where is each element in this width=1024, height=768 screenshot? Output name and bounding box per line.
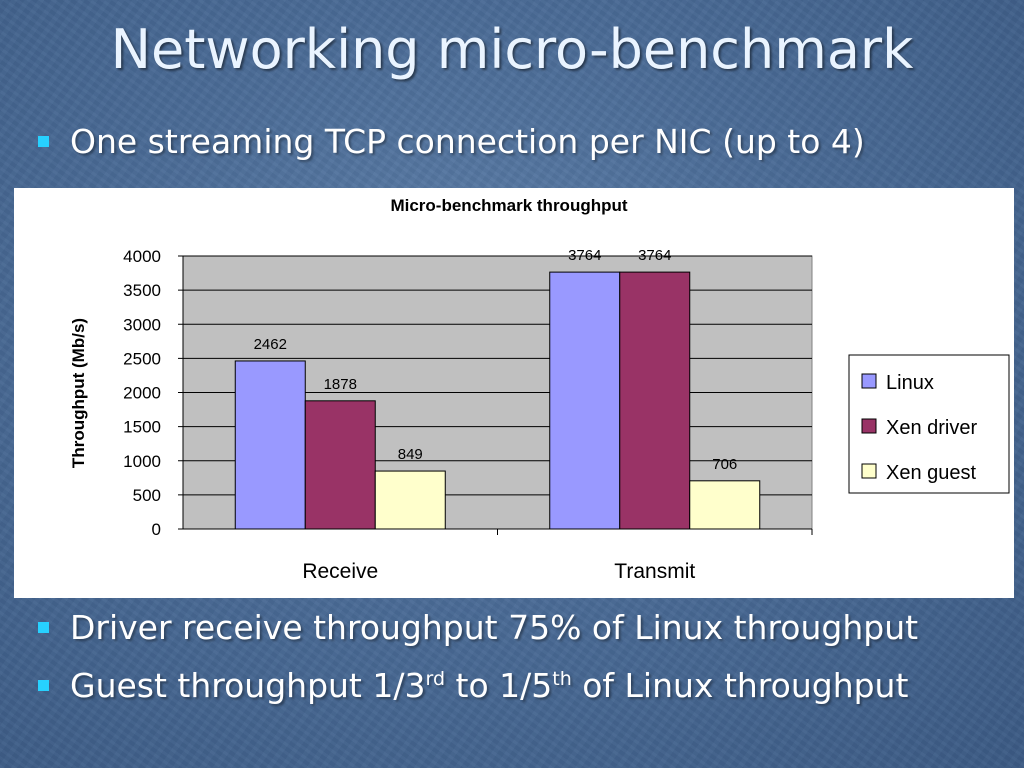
bullet-square-icon xyxy=(38,680,49,691)
y-axis-label: Throughput (Mb/s) xyxy=(69,318,88,468)
bullet-item: Driver receive throughput 75% of Linux t… xyxy=(38,608,918,647)
legend-swatch xyxy=(861,373,877,389)
bullet-text-part: of Linux throughput xyxy=(571,666,909,705)
bullet-square-icon xyxy=(38,136,49,147)
bullet-text-part: to 1/5 xyxy=(445,666,553,705)
bar xyxy=(234,360,306,530)
bar xyxy=(619,271,691,530)
y-tick-label: 0 xyxy=(152,520,161,539)
bullet-text: Guest throughput 1/3rd to 1/5th of Linux… xyxy=(70,666,908,705)
legend-label: Linux xyxy=(886,372,934,394)
bullet-text: Driver receive throughput 75% of Linux t… xyxy=(70,608,919,647)
y-tick-label: 1500 xyxy=(123,418,161,437)
slide-title: Networking micro-benchmark xyxy=(110,18,914,81)
superscript-th: th xyxy=(552,668,572,690)
bullet-square-icon xyxy=(38,622,49,633)
superscript-rd: rd xyxy=(425,668,446,690)
bar xyxy=(304,400,376,530)
x-tick-label: Transmit xyxy=(614,560,695,583)
legend-label: Xen driver xyxy=(886,417,977,439)
bar xyxy=(689,480,761,530)
legend-label: Xen guest xyxy=(886,462,977,484)
data-label: 706 xyxy=(712,456,737,473)
x-tick-label: Receive xyxy=(302,560,378,583)
bullet-text: One streaming TCP connection per NIC (up… xyxy=(70,122,865,161)
legend-swatch xyxy=(861,463,877,479)
y-tick-label: 1000 xyxy=(123,452,161,471)
data-label: 1878 xyxy=(324,376,357,393)
y-tick-label: 2500 xyxy=(123,349,161,368)
bar xyxy=(549,271,621,530)
y-tick-label: 4000 xyxy=(123,247,161,266)
y-tick-label: 3500 xyxy=(123,281,161,300)
y-tick-label: 2000 xyxy=(123,384,161,403)
data-label: 849 xyxy=(398,446,423,463)
data-label: 2462 xyxy=(254,336,287,353)
y-tick-label: 3000 xyxy=(123,315,161,334)
bullet-item: Guest throughput 1/3rd to 1/5th of Linux… xyxy=(38,666,908,705)
bar xyxy=(374,470,446,530)
chart-title: Micro-benchmark throughput xyxy=(390,196,627,215)
bullet-text-part: Guest throughput 1/3 xyxy=(70,666,426,705)
data-label: 3764 xyxy=(638,247,671,264)
y-tick-label: 500 xyxy=(133,486,161,505)
data-label: 3764 xyxy=(568,247,601,264)
legend-swatch xyxy=(861,418,877,434)
bullet-item: One streaming TCP connection per NIC (up… xyxy=(38,122,865,161)
